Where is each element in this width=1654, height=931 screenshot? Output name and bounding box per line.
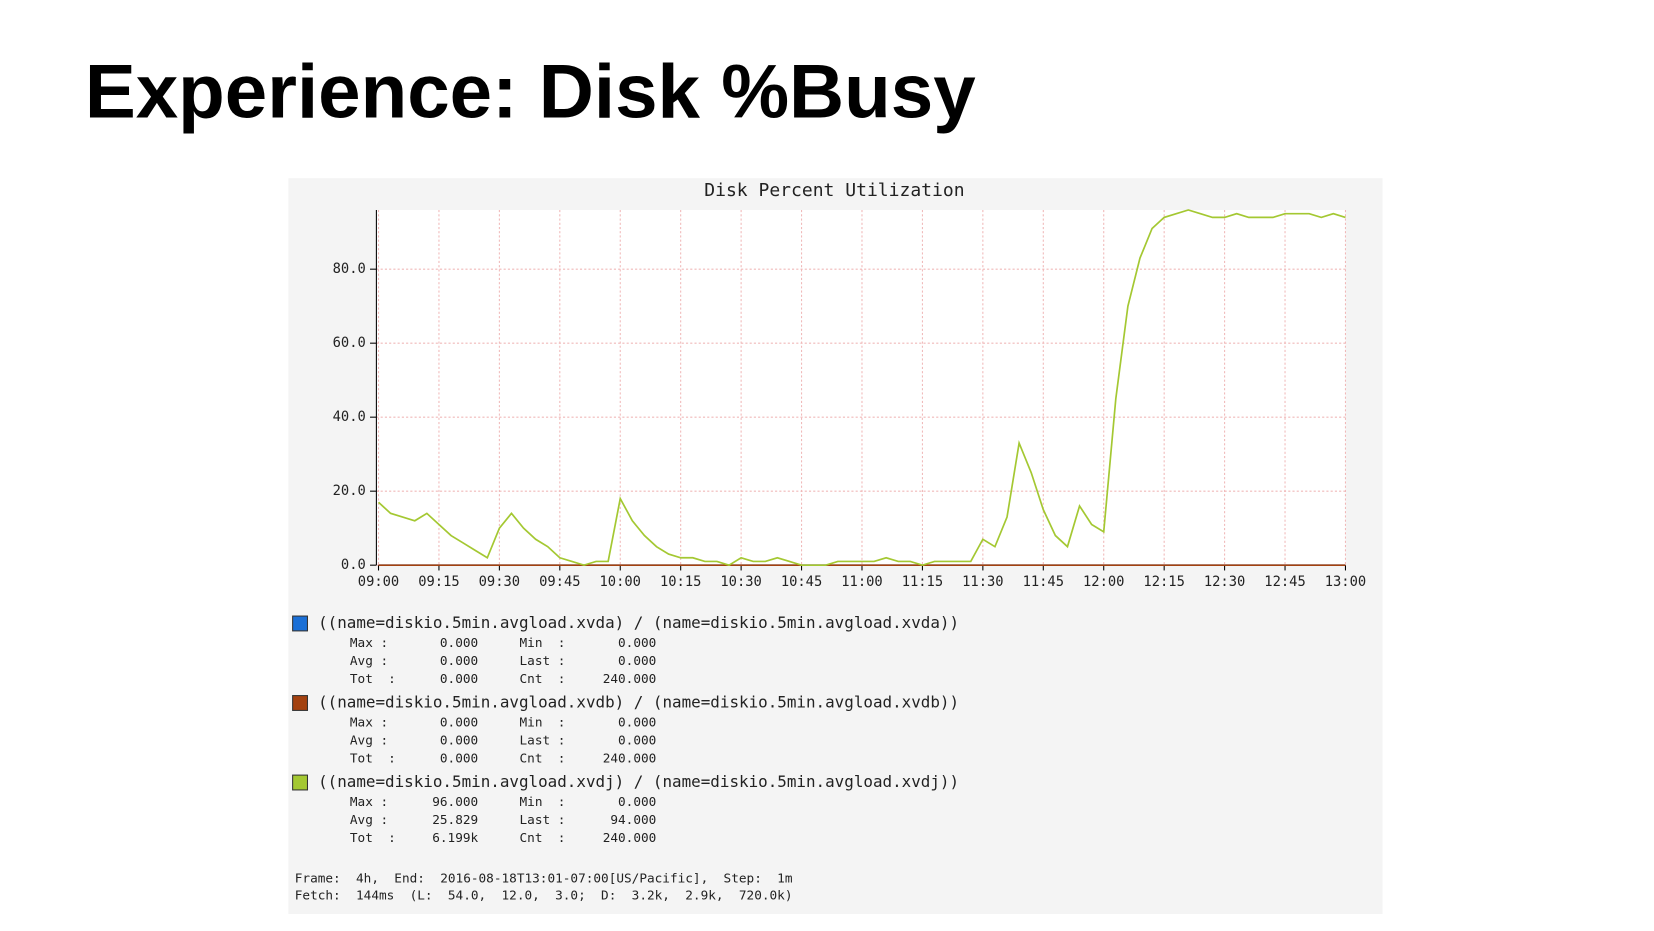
stat-value: 240.000 (603, 671, 657, 686)
x-tick-label: 09:00 (358, 574, 399, 590)
stat-label: Max : (350, 715, 388, 730)
plot-area (376, 209, 1346, 566)
y-tick-label: 60.0 (333, 335, 366, 351)
x-tick-label: 11:00 (841, 574, 882, 590)
stat-label: Last : (520, 733, 566, 748)
stat-value: 94.000 (610, 812, 656, 827)
stat-label: Last : (520, 812, 566, 827)
stat-value: 0.000 (440, 715, 478, 730)
x-tick-label: 11:15 (902, 574, 943, 590)
series-line (377, 209, 1346, 567)
stat-value: 96.000 (432, 794, 478, 809)
x-tick-label: 10:30 (720, 574, 761, 590)
stat-label: Max : (350, 635, 388, 650)
stat-label: Last : (520, 653, 566, 668)
stat-label: Cnt : (520, 671, 566, 686)
slide-title: Experience: Disk %Busy (85, 50, 976, 135)
y-tick-label: 80.0 (333, 261, 366, 277)
footer-line: Frame: 4h, End: 2016-08-18T13:01-07:00[U… (295, 870, 793, 885)
stat-value: 0.000 (618, 794, 656, 809)
stat-value: 0.000 (440, 751, 478, 766)
x-tick-label: 09:45 (539, 574, 580, 590)
stat-value: 0.000 (618, 653, 656, 668)
stat-label: Cnt : (520, 751, 566, 766)
chart-title: Disk Percent Utilization (704, 180, 964, 201)
stat-label: Min : (520, 635, 566, 650)
x-tick-label: 12:45 (1264, 574, 1305, 590)
stat-value: 240.000 (603, 830, 657, 845)
x-tick-label: 10:00 (600, 574, 641, 590)
stat-value: 0.000 (440, 635, 478, 650)
x-tick-label: 13:00 (1325, 574, 1366, 590)
stat-label: Min : (520, 715, 566, 730)
stat-value: 0.000 (618, 635, 656, 650)
x-tick-label: 09:15 (418, 574, 459, 590)
legend-swatch (292, 615, 309, 632)
x-tick-label: 10:45 (781, 574, 822, 590)
stat-label: Max : (350, 794, 388, 809)
stat-label: Tot : (350, 671, 396, 686)
legend-label: ((name=diskio.5min.avgload.xvdb) / (name… (318, 692, 959, 711)
stat-value: 6.199k (432, 830, 478, 845)
x-tick-label: 11:30 (962, 574, 1003, 590)
x-tick-label: 12:00 (1083, 574, 1124, 590)
x-tick-label: 09:30 (479, 574, 520, 590)
stat-label: Tot : (350, 751, 396, 766)
stat-value: 240.000 (603, 751, 657, 766)
x-tick-label: 12:30 (1204, 574, 1245, 590)
stat-value: 0.000 (440, 653, 478, 668)
stat-value: 0.000 (618, 715, 656, 730)
stat-value: 0.000 (618, 733, 656, 748)
stat-label: Avg : (350, 733, 388, 748)
stat-label: Cnt : (520, 830, 566, 845)
stat-label: Avg : (350, 812, 388, 827)
stat-label: Min : (520, 794, 566, 809)
y-tick-label: 0.0 (341, 557, 366, 573)
footer-line: Fetch: 144ms (L: 54.0, 12.0, 3.0; D: 3.2… (295, 887, 793, 902)
stat-value: 0.000 (440, 671, 478, 686)
x-tick-label: 11:45 (1023, 574, 1064, 590)
stat-label: Avg : (350, 653, 388, 668)
x-tick-label: 10:15 (660, 574, 701, 590)
x-tick-label: 12:15 (1143, 574, 1184, 590)
legend-label: ((name=diskio.5min.avgload.xvdj) / (name… (318, 772, 959, 791)
y-tick-label: 20.0 (333, 483, 366, 499)
legend-label: ((name=diskio.5min.avgload.xvda) / (name… (318, 613, 959, 632)
y-tick-label: 40.0 (333, 409, 366, 425)
stat-label: Tot : (350, 830, 396, 845)
legend-swatch (292, 695, 309, 711)
stat-value: 25.829 (432, 812, 478, 827)
legend-swatch (292, 774, 309, 791)
stat-value: 0.000 (440, 733, 478, 748)
